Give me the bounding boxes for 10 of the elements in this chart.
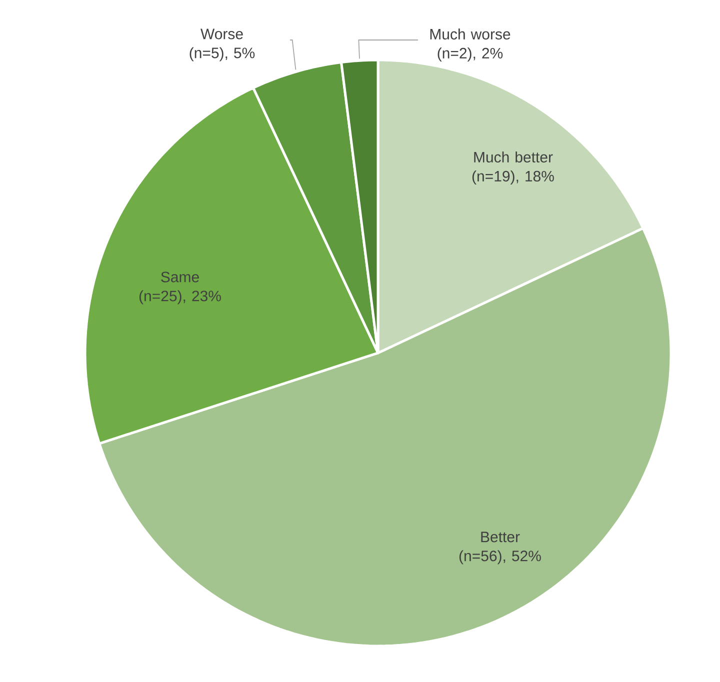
data-label: (n=2), 2% bbox=[438, 48, 503, 62]
slice-label: Much worse bbox=[430, 28, 510, 40]
data-label: (n=19), 18% bbox=[472, 170, 554, 184]
slice-label: Worse bbox=[200, 28, 243, 40]
data-label: (n=25), 23% bbox=[139, 290, 221, 304]
slice-label: Much better bbox=[474, 152, 553, 163]
data-label: (n=56), 52% bbox=[459, 550, 541, 564]
data-label: (n=5), 5% bbox=[190, 47, 255, 62]
slice-label: Same bbox=[161, 272, 199, 282]
slice-label: Better bbox=[481, 532, 520, 542]
